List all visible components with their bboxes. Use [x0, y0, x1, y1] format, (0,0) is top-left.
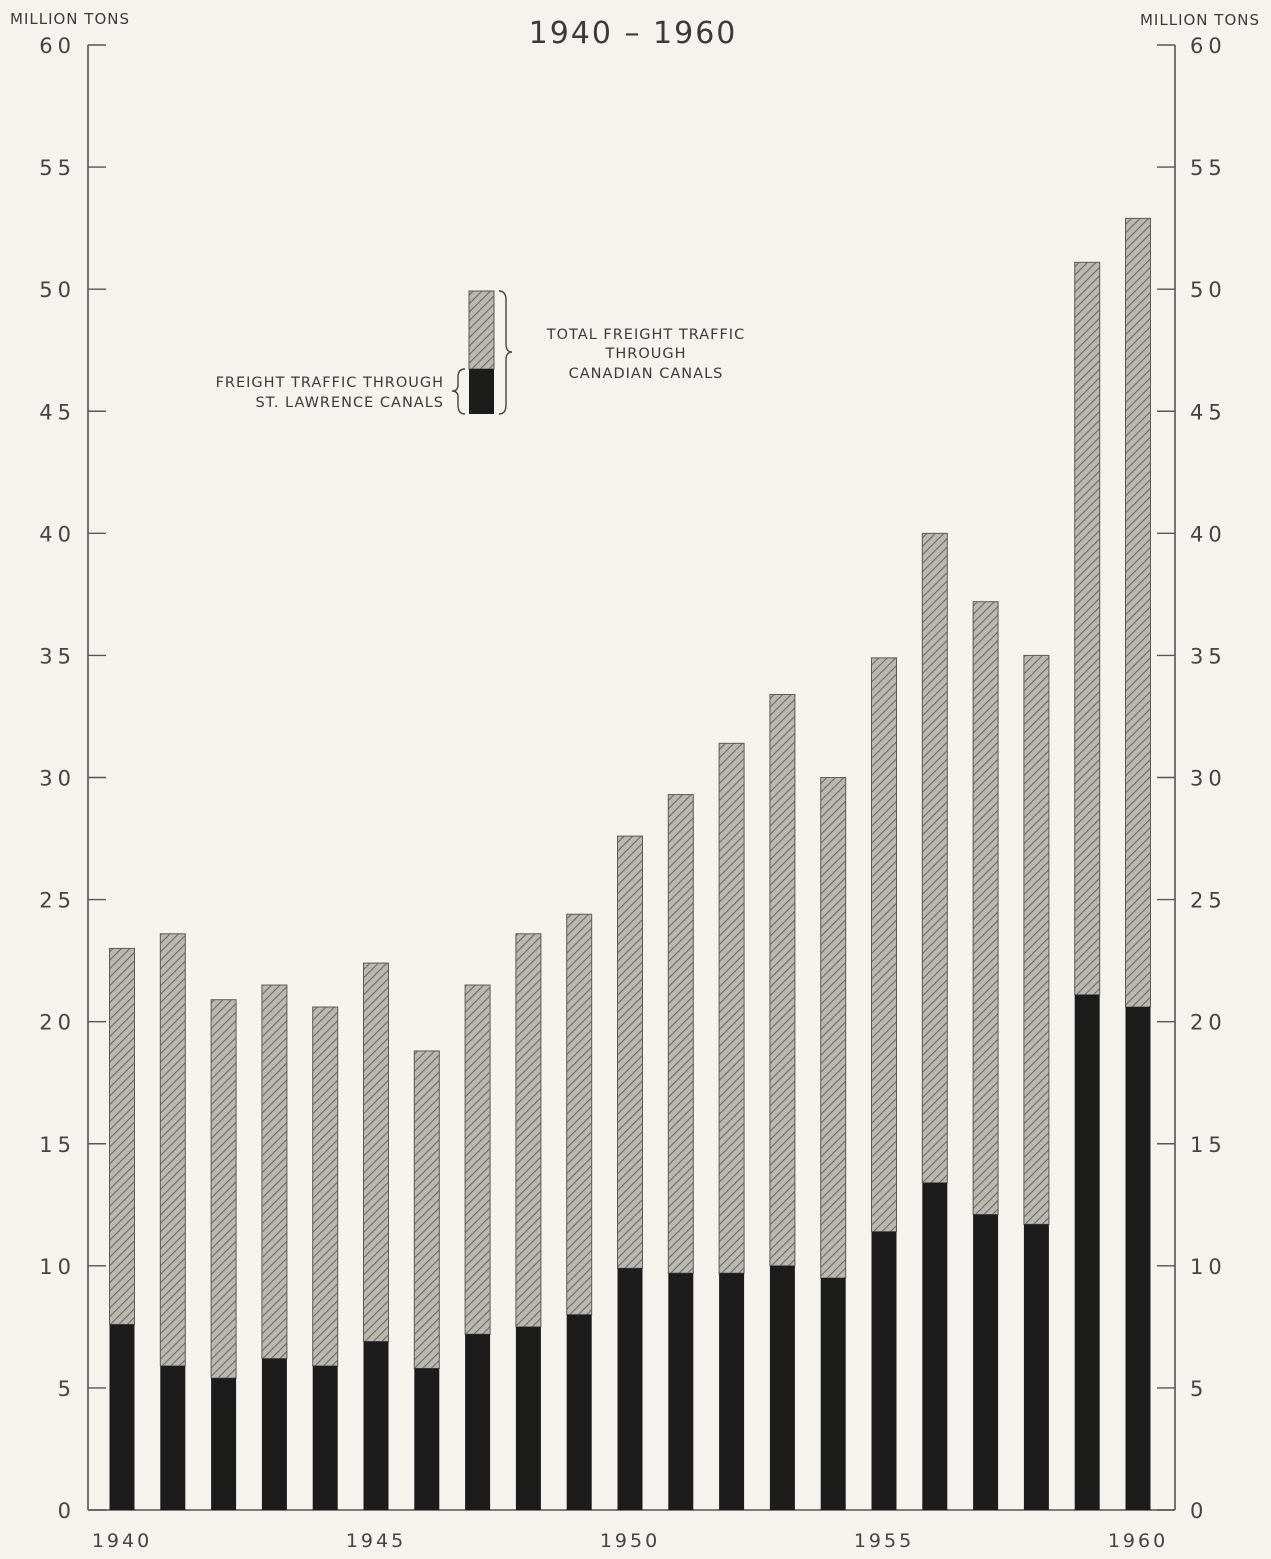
x-tick-label-1950: 1950: [600, 1530, 660, 1552]
legend-label-total-line2: THROUGH: [604, 346, 686, 362]
y-tick-label-right: 0: [1190, 1499, 1208, 1523]
chart-title: 1940 – 1960: [529, 16, 738, 51]
bar-total-1942: [210, 999, 237, 1379]
y-tick-label-left: 15: [39, 1133, 76, 1157]
bar-stlawrence-1955: [871, 1231, 897, 1510]
bar-total-1960: [1125, 217, 1151, 1008]
bar-stlawrence-1960: [1125, 1007, 1151, 1510]
bar-stlawrence-1957: [973, 1214, 999, 1510]
bar-stlawrence-1947: [465, 1334, 491, 1510]
bar-total-1957: [972, 601, 999, 1216]
legend-swatch-total: [468, 290, 495, 370]
y-tick-label-right: 45: [1190, 400, 1227, 424]
bar-total-1955: [871, 657, 897, 1233]
y-tick-label-left: 40: [39, 522, 76, 546]
y-tick-label-left: 20: [39, 1011, 76, 1035]
bar-total-1948: [515, 933, 542, 1328]
bars: [109, 217, 1151, 1510]
y-tick-label-left: 50: [39, 278, 76, 302]
bar-total-1952: [718, 742, 745, 1274]
bar-total-1946: [413, 1050, 440, 1369]
y-tick-label-left: 5: [58, 1377, 76, 1401]
legend-swatch-stlawrence: [469, 369, 494, 414]
y-tick-label-right: 10: [1190, 1255, 1227, 1279]
bar-total-1944: [312, 1006, 339, 1367]
x-tick-label-1940: 1940: [92, 1530, 152, 1552]
bar-stlawrence-1952: [719, 1273, 745, 1510]
x-tick-label-1960: 1960: [1108, 1530, 1168, 1552]
bar-stlawrence-1948: [515, 1326, 541, 1510]
bar-stlawrence-1953: [769, 1265, 795, 1510]
bar-total-1943: [261, 984, 288, 1360]
legend-label-total-line1: TOTAL FREIGHT TRAFFIC: [546, 327, 745, 343]
bar-stlawrence-1956: [922, 1182, 948, 1510]
y-tick-label-right: 5: [1190, 1377, 1208, 1401]
bar-stlawrence-1958: [1023, 1224, 1049, 1510]
y-tick-label-right: 40: [1190, 522, 1227, 546]
y-tick-label-right: 15: [1190, 1133, 1227, 1157]
bar-total-1954: [820, 777, 847, 1279]
legend: TOTAL FREIGHT TRAFFIC THROUGH CANADIAN C…: [216, 290, 745, 415]
x-tick-label-1945: 1945: [346, 1530, 406, 1552]
bar-stlawrence-1941: [160, 1365, 186, 1510]
bar-total-1953: [769, 693, 796, 1267]
bar-total-1959: [1074, 261, 1101, 996]
y-tick-label-right: 25: [1190, 889, 1227, 913]
y-tick-label-right: 20: [1190, 1011, 1227, 1035]
bar-stlawrence-1954: [820, 1278, 846, 1510]
bar-total-1949: [566, 913, 593, 1316]
legend-label-stlawrence-line2: ST. LAWRENCE CANALS: [255, 395, 444, 411]
bar-stlawrence-1949: [566, 1314, 592, 1510]
bar-total-1947: [464, 984, 491, 1335]
bar-stlawrence-1943: [261, 1358, 287, 1510]
y-axis-label-left: MILLION TONS: [10, 10, 130, 28]
y-tick-label-right: 60: [1190, 34, 1227, 58]
y-tick-label-right: 50: [1190, 278, 1227, 302]
bar-total-1940: [109, 947, 135, 1325]
bar-stlawrence-1951: [668, 1273, 694, 1510]
bar-total-1956: [921, 532, 948, 1184]
legend-label-stlawrence-line1: FREIGHT TRAFFIC THROUGH: [216, 375, 444, 391]
bar-stlawrence-1944: [312, 1365, 338, 1510]
y-tick-label-left: 55: [39, 156, 76, 180]
bar-total-1941: [159, 933, 186, 1367]
y-tick-label-left: 45: [39, 400, 76, 424]
bar-total-1950: [617, 835, 643, 1269]
bar-stlawrence-1946: [414, 1368, 440, 1510]
y-tick-label-left: 10: [39, 1255, 76, 1279]
legend-brace-stlawrence: [451, 368, 466, 415]
y-tick-label-left: 35: [39, 644, 76, 668]
bar-stlawrence-1945: [363, 1341, 389, 1510]
bar-total-1945: [363, 962, 389, 1343]
bar-total-1958: [1023, 654, 1050, 1225]
y-tick-label-right: 30: [1190, 767, 1227, 791]
legend-label-total-line3: CANADIAN CANALS: [569, 366, 724, 382]
legend-brace-total: [498, 290, 513, 415]
y-tick-label-left: 30: [39, 767, 76, 791]
x-tick-label-1955: 1955: [854, 1530, 914, 1552]
bar-stlawrence-1959: [1074, 994, 1100, 1510]
bar-total-1951: [667, 794, 694, 1274]
bar-stlawrence-1950: [617, 1268, 643, 1510]
y-tick-label-right: 35: [1190, 644, 1227, 668]
y-tick-label-left: 25: [39, 889, 76, 913]
y-axis-label-right: MILLION TONS: [1140, 11, 1260, 29]
bar-stlawrence-1942: [211, 1378, 237, 1510]
bar-stlawrence-1940: [109, 1324, 135, 1510]
y-tick-label-left: 0: [58, 1499, 76, 1523]
x-ticks: 1940 1945 1950 1955 1960: [92, 1530, 1168, 1552]
y-tick-label-right: 55: [1190, 156, 1227, 180]
y-tick-label-left: 60: [39, 34, 76, 58]
